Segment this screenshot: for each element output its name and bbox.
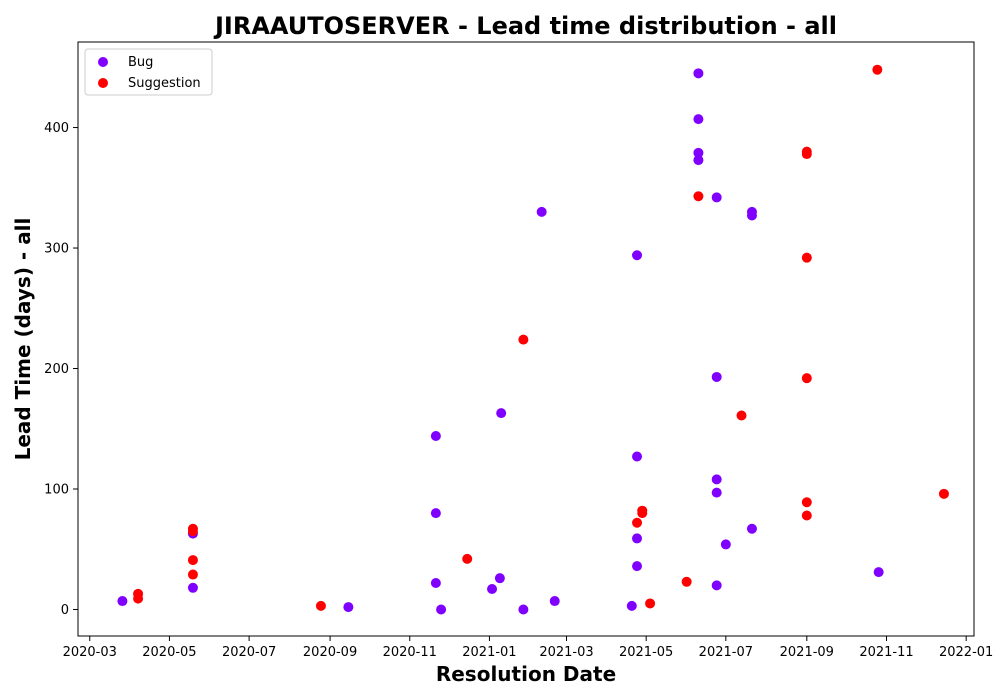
- bug-point: [746, 210, 757, 221]
- x-tick-label: 2020-07: [222, 645, 276, 660]
- bug-point: [711, 192, 722, 203]
- bug-point: [187, 582, 198, 593]
- bug-point: [343, 602, 354, 613]
- bug-point: [693, 147, 704, 158]
- bug-point: [693, 68, 704, 79]
- legend-marker-bug: [98, 57, 108, 67]
- x-tick-label: 2020-09: [303, 645, 357, 660]
- bug-point: [436, 604, 447, 615]
- suggestion-point: [187, 526, 198, 537]
- bug-point: [711, 487, 722, 498]
- suggestion-point: [872, 64, 883, 75]
- legend: Bug Suggestion: [84, 48, 213, 96]
- bug-point: [494, 573, 505, 584]
- x-tick-label: 2021-09: [780, 645, 834, 660]
- bug-point: [632, 561, 643, 572]
- bug-point: [117, 596, 128, 607]
- bug-point: [746, 523, 757, 534]
- x-tick-label: 2021-07: [699, 645, 753, 660]
- suggestion-point: [637, 508, 648, 519]
- data-points: [117, 64, 949, 615]
- y-tick-label: 400: [44, 121, 69, 136]
- y-tick-label: 300: [44, 242, 69, 257]
- series-suggestion: [133, 64, 949, 611]
- suggestion-point: [801, 149, 812, 160]
- suggestion-point: [632, 517, 643, 528]
- x-tick-label: 2020-11: [383, 645, 437, 660]
- suggestion-point: [518, 334, 529, 345]
- bug-point: [430, 577, 441, 588]
- suggestion-point: [187, 569, 198, 580]
- suggestion-point: [736, 410, 747, 421]
- suggestion-point: [801, 373, 812, 384]
- x-tick-label: 2021-03: [539, 645, 593, 660]
- suggestion-point: [645, 598, 656, 609]
- legend-label-bug: Bug: [128, 55, 153, 70]
- bug-point: [711, 580, 722, 591]
- y-tick-label: 0: [61, 603, 69, 618]
- bug-point: [487, 584, 498, 595]
- x-tick-label: 2021-11: [859, 645, 913, 660]
- bug-point: [720, 539, 731, 550]
- bug-point: [632, 250, 643, 261]
- x-tick-label: 2020-03: [63, 645, 117, 660]
- suggestion-point: [133, 593, 144, 604]
- x-tick-label: 2022-01: [939, 645, 993, 660]
- x-tick-label: 2021-01: [462, 645, 516, 660]
- suggestion-point: [938, 488, 949, 499]
- plot-frame: [77, 41, 975, 637]
- bug-point: [518, 604, 529, 615]
- suggestion-point: [693, 191, 704, 202]
- suggestion-point: [801, 252, 812, 263]
- y-axis-label: Lead Time (days) - all: [11, 218, 35, 461]
- legend-label-suggestion: Suggestion: [128, 76, 201, 91]
- y-axis-ticks: 0 100 200 300 400: [44, 121, 78, 618]
- bug-point: [632, 533, 643, 544]
- bug-point: [693, 114, 704, 125]
- suggestion-point: [187, 555, 198, 566]
- plot-area: 2020-03 2020-05 2020-07 2020-09 2020-11 2021-…: [44, 41, 993, 660]
- suggestion-point: [801, 510, 812, 521]
- suggestion-point: [681, 576, 692, 587]
- x-axis-label: Resolution Date: [436, 662, 616, 686]
- bug-point: [711, 371, 722, 382]
- bug-point: [873, 567, 884, 578]
- suggestion-point: [315, 600, 326, 611]
- bug-point: [693, 155, 704, 166]
- bug-point: [430, 430, 441, 441]
- chart-title: JIRAAUTOSERVER - Lead time distribution …: [213, 12, 837, 40]
- x-axis-ticks: 2020-03 2020-05 2020-07 2020-09 2020-11 2021-…: [63, 636, 993, 660]
- bug-point: [430, 508, 441, 519]
- bug-point: [632, 451, 643, 462]
- legend-marker-suggestion: [98, 78, 108, 88]
- legend-box: [84, 48, 213, 96]
- bug-point: [496, 408, 507, 419]
- bug-point: [711, 474, 722, 485]
- series-bug: [117, 68, 884, 615]
- y-tick-label: 200: [44, 362, 69, 377]
- x-tick-label: 2020-05: [142, 645, 196, 660]
- x-tick-label: 2021-05: [619, 645, 673, 660]
- y-tick-label: 100: [44, 483, 69, 498]
- bug-point: [536, 206, 547, 217]
- suggestion-point: [462, 553, 473, 564]
- bug-point: [549, 596, 560, 607]
- bug-point: [626, 600, 637, 611]
- suggestion-point: [801, 497, 812, 508]
